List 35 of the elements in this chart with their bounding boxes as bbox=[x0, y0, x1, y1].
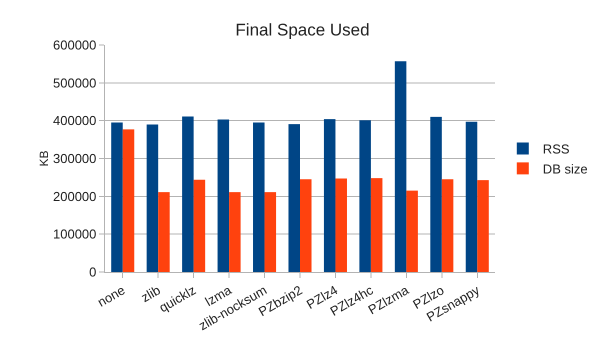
bar bbox=[406, 190, 418, 272]
y-tick-label: 500000 bbox=[53, 75, 96, 90]
bar bbox=[394, 61, 406, 272]
y-tick-label: 100000 bbox=[53, 226, 96, 242]
bar bbox=[158, 192, 170, 272]
bar bbox=[288, 124, 300, 272]
bar bbox=[253, 122, 265, 272]
y-tick-label: 200000 bbox=[53, 188, 96, 204]
x-tick-label: zlib bbox=[138, 282, 163, 306]
bar bbox=[146, 124, 158, 272]
bar bbox=[324, 119, 336, 272]
bar bbox=[370, 178, 382, 272]
bar bbox=[194, 180, 206, 272]
y-axis-title: KB bbox=[37, 150, 52, 167]
chart-title: Final Space Used bbox=[235, 20, 370, 40]
bar bbox=[430, 116, 442, 272]
y-tick-label: 0 bbox=[89, 264, 96, 280]
bar bbox=[300, 179, 312, 272]
bar bbox=[182, 116, 194, 272]
bar bbox=[264, 192, 276, 272]
y-tick-label: 400000 bbox=[53, 113, 96, 128]
y-tick-label: 600000 bbox=[53, 38, 96, 53]
bar bbox=[122, 129, 134, 272]
legend-label: RSS bbox=[542, 142, 570, 157]
bar bbox=[359, 120, 371, 272]
y-tick-label: 300000 bbox=[53, 151, 96, 166]
bar bbox=[111, 122, 123, 272]
bar bbox=[442, 179, 454, 272]
bar bbox=[466, 122, 478, 272]
bar bbox=[477, 180, 489, 272]
bar bbox=[229, 192, 241, 272]
legend-label: DB size bbox=[542, 161, 588, 176]
bar bbox=[335, 178, 347, 272]
x-tick-label: none bbox=[94, 282, 128, 310]
bar bbox=[218, 120, 230, 272]
